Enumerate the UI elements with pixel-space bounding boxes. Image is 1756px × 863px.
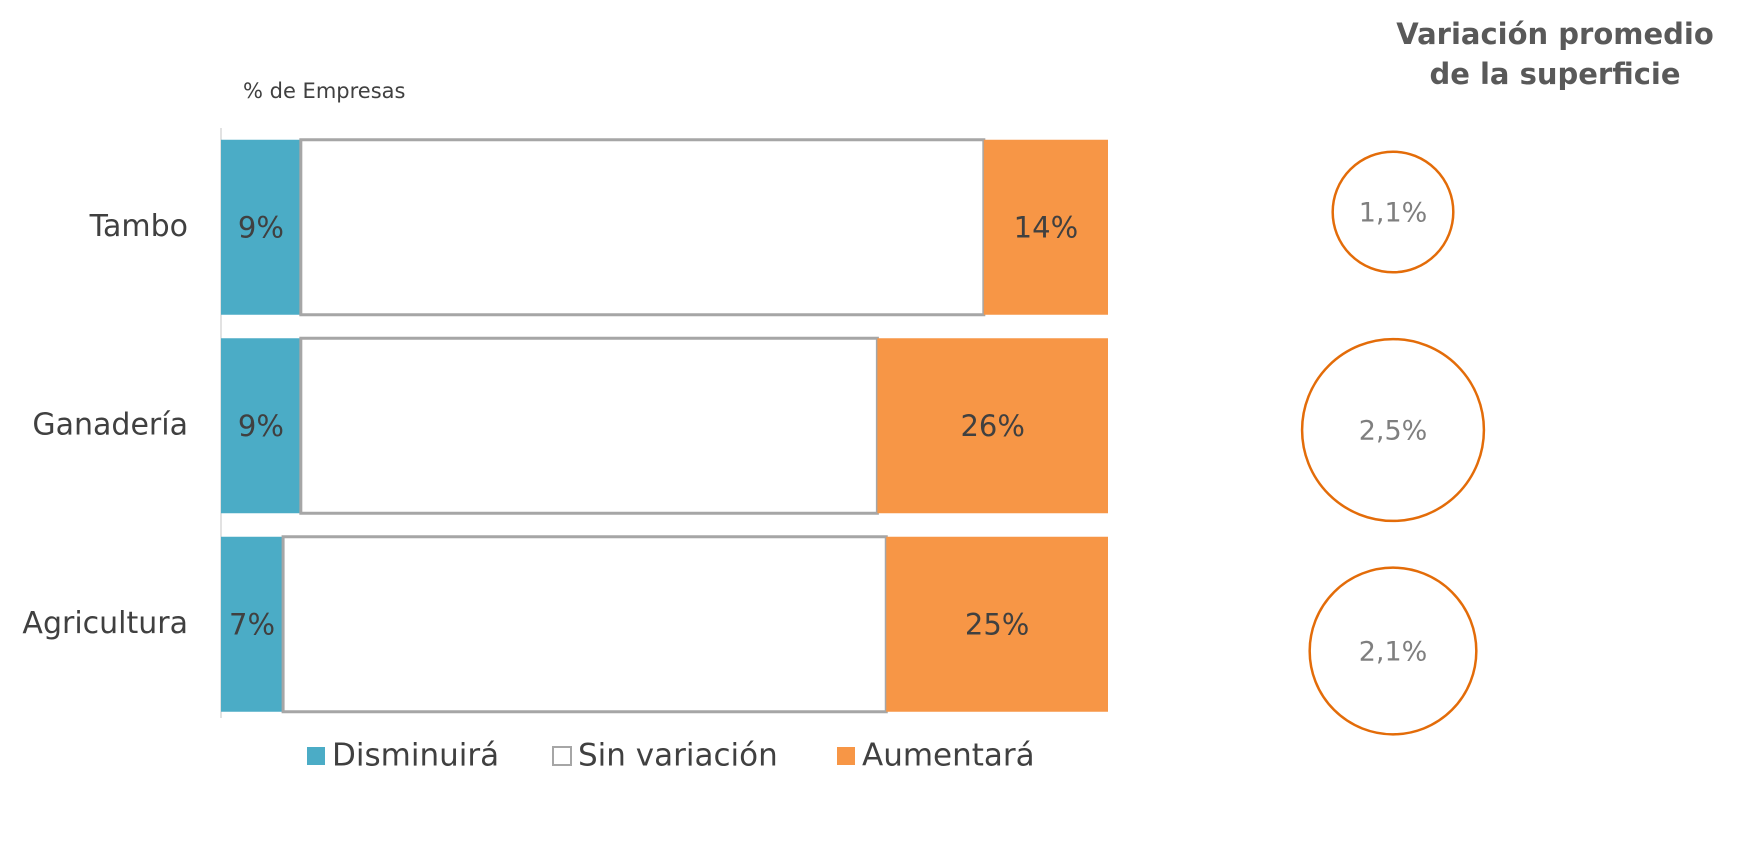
legend-label: Disminuirá: [332, 738, 499, 774]
bubble: [1308, 566, 1478, 736]
legend-swatch: [552, 746, 572, 766]
legend-swatch: [307, 747, 325, 765]
data-label: 9%: [238, 210, 284, 244]
axis-label: % de Empresas: [243, 79, 405, 103]
y-tick-label: Ganadería: [32, 407, 188, 442]
bar-segment: [886, 536, 1108, 712]
bar-segment: [983, 139, 1108, 315]
bubble: [1300, 337, 1486, 523]
legend-label: Aumentará: [862, 738, 1035, 774]
data-label: 26%: [960, 409, 1024, 443]
bar-segment: [299, 336, 879, 515]
bar-segment: [877, 338, 1108, 514]
bubble-label: 2,1%: [1359, 637, 1428, 668]
y-tick-label: Tambo: [89, 209, 188, 244]
data-label: 7%: [229, 607, 275, 641]
data-label: 9%: [238, 409, 284, 443]
y-tick-label: Agricultura: [22, 606, 188, 641]
legend-label: Sin variación: [578, 738, 778, 774]
bar-segment: [221, 139, 301, 315]
bar-segment: [221, 536, 284, 712]
bar-segment: [281, 535, 888, 714]
legend-swatch: [837, 747, 855, 765]
bubble: [1331, 150, 1455, 274]
bar-segment: [299, 138, 986, 317]
data-label: 25%: [965, 607, 1029, 641]
bubble-label: 2,5%: [1359, 416, 1428, 447]
bubble-title: Variación promedio de la superficie: [1396, 17, 1714, 91]
bubble-label: 1,1%: [1359, 198, 1428, 229]
bar-segment: [221, 338, 301, 514]
data-label: 14%: [1014, 210, 1078, 244]
